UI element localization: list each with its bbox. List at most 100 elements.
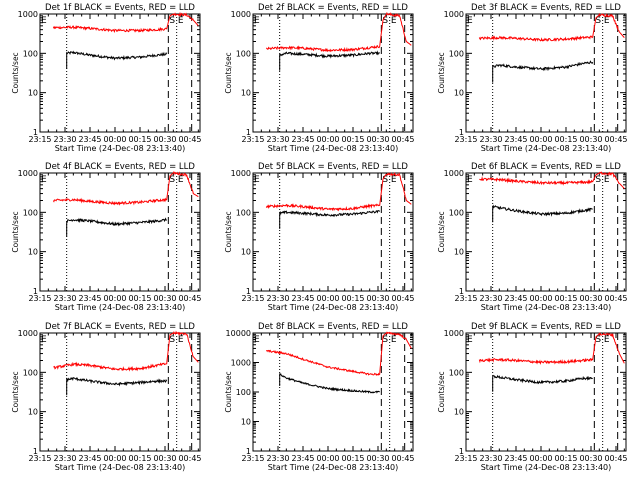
events-series-line [279, 50, 381, 71]
lld-series-line [52, 171, 199, 206]
x-tick-label: 23:45 [504, 454, 527, 463]
x-tick-label: 23:45 [291, 135, 314, 144]
x-axis-label: Start Time (24-Dec-08 23:13:40) [268, 303, 399, 312]
marker-e: E [254, 16, 260, 26]
y-tick-label: 100 [449, 368, 464, 377]
x-tick-label: 23:30 [479, 294, 502, 303]
x-tick-label: 00:30 [366, 294, 389, 303]
x-tick-label: 00:45 [178, 294, 201, 303]
chart-title: Det 6f BLACK = Events, RED = LLD [471, 162, 621, 172]
events-series-line [492, 60, 594, 83]
plot-frame [252, 332, 414, 452]
y-tick-label: 1 [246, 447, 251, 456]
y-axis-label: Counts/sec [11, 371, 20, 412]
chart-title: Det 1f BLACK = Events, RED = LLD [45, 3, 195, 13]
x-tick-label: 23:45 [78, 135, 101, 144]
y-tick-label: 10000 [226, 329, 251, 338]
x-tick-label: 23:30 [479, 454, 502, 463]
x-tick-label: 00:00 [103, 294, 126, 303]
y-axis-label: Counts/sec [11, 52, 20, 93]
x-tick-label: 23:15 [28, 135, 51, 144]
x-tick-label: 00:45 [178, 135, 201, 144]
y-axis-label: Counts/sec [11, 211, 20, 252]
marker-se: S E [595, 16, 610, 26]
marker-e: E [41, 335, 47, 345]
x-tick-label: 00:00 [316, 135, 339, 144]
y-tick-label: 10 [241, 89, 251, 98]
x-tick-label: 00:00 [529, 294, 552, 303]
x-tick-label: 00:15 [128, 454, 151, 463]
x-tick-label: 00:45 [178, 454, 201, 463]
lld-series-line [265, 172, 412, 212]
x-tick-label: 00:45 [604, 294, 627, 303]
plot-frame [465, 172, 627, 292]
y-tick-label: 100 [23, 49, 38, 58]
x-tick-label: 00:15 [554, 294, 577, 303]
x-tick-label: 00:00 [529, 454, 552, 463]
x-tick-label: 00:00 [103, 454, 126, 463]
lld-series-line [53, 330, 199, 372]
x-tick-label: 00:00 [103, 135, 126, 144]
y-axis-label: Counts/sec [437, 371, 446, 412]
x-tick-label: 23:45 [504, 294, 527, 303]
x-tick-label: 00:15 [341, 294, 364, 303]
x-tick-label: 23:45 [78, 294, 101, 303]
marker-se: S E [169, 16, 184, 26]
y-tick-label: 1000 [231, 169, 251, 178]
y-tick-label: 100 [23, 208, 38, 217]
y-tick-label: 100 [236, 208, 251, 217]
x-tick-label: 00:30 [153, 135, 176, 144]
x-axis-label: Start Time (24-Dec-08 23:13:40) [481, 303, 612, 312]
y-tick-label: 100 [236, 49, 251, 58]
y-tick-label: 10 [454, 408, 464, 417]
y-tick-label: 1 [246, 287, 251, 296]
events-series-line [279, 210, 381, 229]
y-tick-label: 100 [449, 49, 464, 58]
x-tick-label: 00:15 [128, 135, 151, 144]
plot-frame [465, 13, 627, 133]
y-tick-label: 100 [23, 368, 38, 377]
x-axis-label: Start Time (24-Dec-08 23:13:40) [481, 144, 612, 153]
x-axis-label: Start Time (24-Dec-08 23:13:40) [481, 463, 612, 472]
marker-e: E [41, 175, 47, 185]
x-tick-label: 23:15 [454, 294, 477, 303]
x-tick-label: 00:45 [391, 294, 414, 303]
y-tick-label: 1 [459, 287, 464, 296]
marker-se: S E [382, 175, 397, 185]
x-axis-label: Start Time (24-Dec-08 23:13:40) [55, 144, 186, 153]
y-tick-label: 10 [28, 408, 38, 417]
x-tick-label: 00:00 [316, 454, 339, 463]
marker-e: E [41, 16, 47, 26]
lld-series-line [52, 11, 199, 33]
marker-e: E [254, 335, 260, 345]
x-axis-label: Start Time (24-Dec-08 23:13:40) [268, 144, 399, 153]
x-tick-label: 00:15 [554, 135, 577, 144]
lld-series-line [478, 12, 625, 42]
x-tick-label: 23:45 [504, 135, 527, 144]
x-axis-label: Start Time (24-Dec-08 23:13:40) [268, 463, 399, 472]
x-tick-label: 00:45 [391, 454, 414, 463]
events-series-line [66, 50, 168, 69]
y-tick-label: 100 [449, 208, 464, 217]
chart-title: Det 2f BLACK = Events, RED = LLD [258, 3, 408, 13]
x-tick-label: 23:15 [241, 135, 264, 144]
marker-se: S E [382, 335, 397, 345]
marker-se: S E [169, 175, 184, 185]
lld-series-line [479, 171, 625, 189]
y-tick-label: 1000 [231, 359, 251, 368]
plot-frame [252, 172, 414, 292]
x-tick-label: 00:30 [153, 294, 176, 303]
y-axis-label: Counts/sec [437, 211, 446, 252]
y-tick-label: 10 [454, 248, 464, 257]
x-axis-label: Start Time (24-Dec-08 23:13:40) [55, 463, 186, 472]
marker-se: S E [382, 16, 397, 26]
events-series-line [66, 376, 168, 396]
y-tick-label: 1 [33, 447, 38, 456]
x-tick-label: 00:30 [579, 135, 602, 144]
x-tick-label: 23:15 [241, 454, 264, 463]
x-tick-label: 23:30 [53, 454, 76, 463]
chart-title: Det 4f BLACK = Events, RED = LLD [45, 162, 195, 172]
x-tick-label: 00:15 [128, 294, 151, 303]
x-tick-label: 00:15 [554, 454, 577, 463]
